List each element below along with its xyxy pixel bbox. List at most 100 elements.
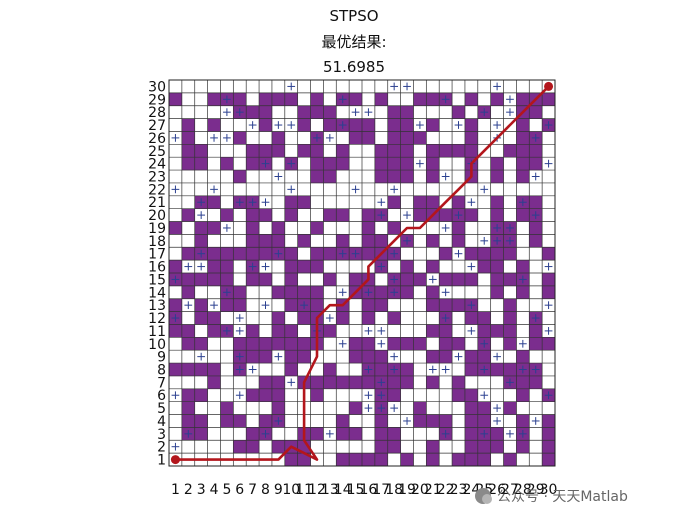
cross-marker (441, 314, 450, 322)
cross-marker (364, 288, 373, 297)
cross-marker (223, 134, 231, 142)
x-tick-label: 17 (372, 482, 390, 498)
cross-marker (467, 262, 476, 271)
y-tick-label: 10 (148, 337, 166, 353)
cross-marker (531, 365, 540, 374)
x-tick-label: 7 (248, 482, 257, 498)
obstacle-cell (542, 337, 556, 351)
obstacle-cell (374, 234, 388, 248)
obstacle-cell (529, 234, 543, 248)
obstacle-cell (310, 285, 324, 299)
obstacle-cell (194, 337, 208, 351)
y-tick-label: 14 (148, 285, 166, 301)
obstacle-cell (503, 273, 517, 287)
obstacle-cell (349, 401, 363, 415)
obstacle-cell (490, 363, 504, 377)
obstacle-cell (516, 157, 530, 171)
obstacle-cell (220, 273, 234, 287)
obstacle-cell (387, 105, 401, 119)
y-tick-label: 23 (148, 170, 166, 186)
cross-marker (518, 339, 527, 348)
y-tick-label: 24 (148, 157, 166, 173)
x-tick-label: 19 (398, 482, 416, 498)
y-tick-label: 17 (148, 247, 166, 263)
obstacle-cell (246, 144, 260, 158)
cross-marker (261, 301, 270, 310)
cross-marker (197, 249, 206, 258)
obstacle-cell (194, 388, 208, 402)
obstacle-cell (387, 195, 401, 209)
cross-marker (274, 249, 283, 258)
obstacle-cell (387, 388, 401, 402)
obstacle-cell (439, 208, 453, 222)
obstacle-cell (362, 311, 376, 325)
cross-marker (467, 301, 476, 310)
cross-marker (441, 288, 450, 297)
obstacle-cell (284, 363, 298, 377)
obstacle-cell (194, 234, 208, 248)
cross-marker (235, 352, 244, 361)
obstacle-cell (426, 157, 440, 171)
obstacle-cell (452, 375, 466, 389)
cross-marker (248, 365, 257, 374)
x-tick-label: 3 (197, 482, 206, 498)
obstacle-cell (310, 260, 324, 274)
obstacle-cell (271, 144, 285, 158)
obstacle-cell (490, 92, 504, 106)
obstacle-cell (439, 298, 453, 312)
obstacle-cell (387, 427, 401, 441)
obstacle-cell (477, 260, 491, 274)
obstacle-cell (323, 324, 337, 338)
obstacle-cell (452, 195, 466, 209)
obstacle-cell (400, 375, 414, 389)
cross-marker (480, 339, 489, 348)
obstacle-cell (323, 363, 337, 377)
obstacle-cell (181, 324, 195, 338)
obstacle-cell (542, 285, 556, 299)
obstacle-cell (297, 350, 311, 364)
obstacle-cell (387, 131, 401, 145)
cross-marker (338, 288, 347, 297)
y-tick-label: 4 (157, 414, 166, 430)
cross-marker (223, 327, 231, 335)
cross-marker (377, 211, 386, 219)
y-tick-label: 26 (148, 131, 166, 147)
obstacle-cell (310, 170, 324, 184)
obstacle-cell (464, 414, 478, 428)
x-tick-label: 21 (424, 482, 442, 498)
y-tick-label: 20 (148, 208, 166, 224)
obstacle-cell (336, 208, 350, 222)
obstacle-cell (426, 453, 440, 467)
cross-marker (506, 378, 514, 387)
obstacle-cell (271, 311, 285, 325)
y-tick-label: 1 (157, 453, 166, 469)
obstacle-cell (464, 453, 478, 467)
cross-marker (416, 121, 424, 129)
obstacle-cell (194, 363, 208, 377)
chart-title: STPSO (329, 7, 378, 25)
cross-marker (377, 391, 386, 400)
obstacle-cell (271, 401, 285, 415)
obstacle-cell (169, 363, 183, 377)
obstacle-cell (413, 195, 427, 209)
cross-marker (210, 185, 218, 194)
obstacle-cell (246, 337, 260, 351)
obstacle-cell (516, 170, 530, 184)
obstacle-cell (220, 208, 234, 222)
obstacle-cell (220, 247, 234, 261)
x-tick-label: 13 (321, 482, 339, 498)
x-tick-label: 26 (488, 482, 506, 498)
obstacle-cell (323, 273, 337, 287)
y-tick-label: 19 (148, 221, 166, 237)
obstacle-cell (336, 144, 350, 158)
x-tick-label: 22 (437, 482, 455, 498)
y-tick-label: 6 (157, 388, 166, 404)
obstacle-cell (259, 273, 273, 287)
cross-marker (480, 429, 489, 438)
obstacle-cell (516, 92, 530, 106)
obstacle-cell (464, 388, 478, 402)
obstacle-cell (310, 388, 324, 402)
obstacle-cell (233, 131, 247, 145)
obstacle-cell (413, 401, 427, 415)
obstacle-cell (336, 157, 350, 171)
